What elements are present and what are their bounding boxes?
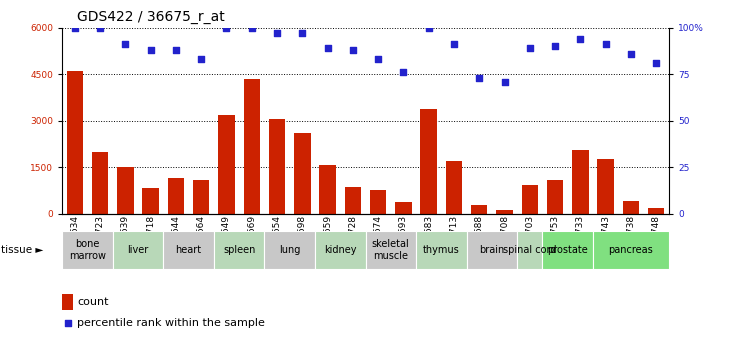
Text: GDS422 / 36675_r_at: GDS422 / 36675_r_at [77,10,224,24]
Text: liver: liver [127,245,148,255]
Point [524,45,536,51]
Point [625,51,637,57]
Point [246,25,257,30]
Bar [518,231,542,269]
Bar [319,165,336,214]
Bar [547,180,564,214]
Text: lung: lung [279,245,300,255]
Bar [143,188,159,214]
Bar [446,161,462,214]
Point [448,42,460,47]
Text: tissue ►: tissue ► [1,245,43,255]
Text: thymus: thymus [423,245,460,255]
Bar [67,71,83,214]
Point [423,25,434,30]
Point [322,45,333,51]
Bar [213,231,265,269]
Bar [522,185,538,214]
Bar [597,159,614,214]
Point [549,43,561,49]
Bar [623,200,639,214]
Point [474,75,485,81]
Bar [395,202,412,214]
Bar [243,79,260,214]
Text: percentile rank within the sample: percentile rank within the sample [77,318,265,328]
Point [372,57,384,62]
Point [69,25,80,30]
Bar [344,187,361,214]
Bar [92,152,108,214]
Bar [593,231,669,269]
Point [195,57,207,62]
Text: skeletal
muscle: skeletal muscle [372,239,409,261]
Text: spinal cord: spinal cord [503,245,556,255]
Bar [466,231,518,269]
Point [651,60,662,66]
Point [347,47,359,53]
Point [499,79,510,85]
Text: bone
marrow: bone marrow [69,239,106,261]
Bar [113,231,163,269]
Bar [420,109,437,214]
Point [119,42,131,47]
Bar [315,231,366,269]
Text: kidney: kidney [324,245,357,255]
Point [575,36,586,41]
Text: brain: brain [480,245,504,255]
Bar [167,178,184,214]
Bar [366,231,416,269]
Bar [294,133,311,214]
Text: count: count [77,297,109,307]
Point [600,42,612,47]
Point [145,47,156,53]
Bar [471,205,488,214]
Text: heart: heart [175,245,202,255]
Bar [416,231,466,269]
Text: pancreas: pancreas [609,245,654,255]
Bar [496,209,512,214]
Bar [370,190,387,214]
Point [271,30,283,36]
Bar [542,231,593,269]
Bar [265,231,315,269]
Point [297,30,308,36]
Point [398,70,409,75]
Bar [269,119,285,214]
Bar [572,150,588,214]
Point [61,321,73,326]
Point [170,47,182,53]
Text: prostate: prostate [548,245,588,255]
Bar [163,231,213,269]
Bar [62,294,73,310]
Bar [62,231,113,269]
Point [94,25,106,30]
Bar [193,180,209,214]
Text: spleen: spleen [223,245,255,255]
Bar [648,208,664,214]
Point [221,25,232,30]
Bar [117,167,134,214]
Bar [219,115,235,214]
